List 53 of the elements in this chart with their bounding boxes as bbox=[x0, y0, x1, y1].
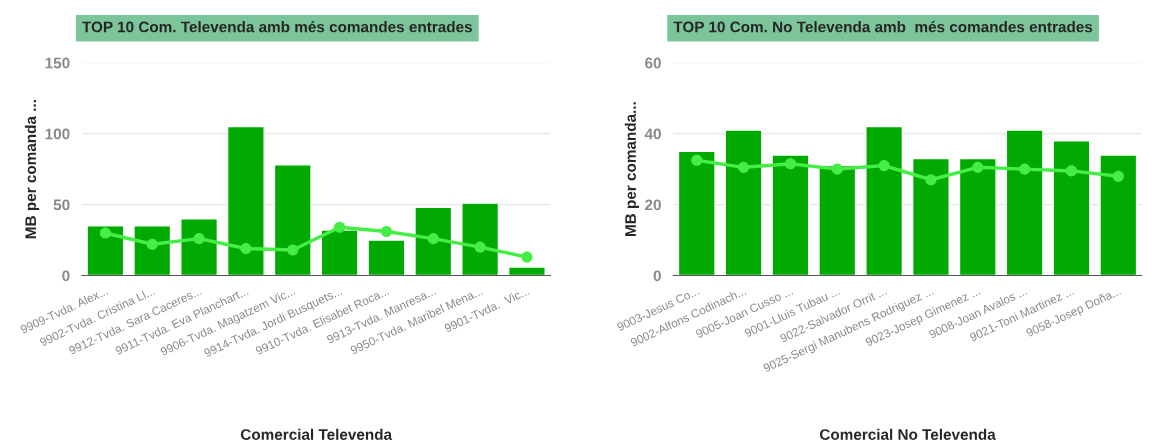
point bbox=[287, 244, 299, 256]
bar bbox=[226, 125, 265, 276]
x-axis-title: Comercial Televenda bbox=[240, 428, 393, 440]
bar bbox=[1005, 129, 1044, 276]
y-tick-label: 60 bbox=[645, 57, 661, 69]
bar bbox=[273, 164, 312, 276]
point bbox=[1019, 163, 1031, 175]
point bbox=[972, 161, 984, 173]
y-axis-title: MB per comanda ... bbox=[24, 100, 40, 239]
point bbox=[146, 238, 158, 250]
bar bbox=[180, 218, 219, 276]
point bbox=[193, 233, 205, 245]
bar bbox=[865, 125, 904, 276]
bar bbox=[677, 150, 716, 276]
x-axis-title: Comercial No Televenda bbox=[819, 428, 996, 440]
y-tick-label: 0 bbox=[62, 270, 70, 282]
point bbox=[521, 251, 533, 263]
point bbox=[691, 154, 703, 166]
point bbox=[474, 241, 486, 253]
bar bbox=[414, 206, 453, 276]
bar bbox=[1052, 140, 1091, 276]
bar bbox=[367, 239, 406, 276]
point bbox=[831, 163, 843, 175]
point bbox=[925, 174, 937, 186]
point bbox=[1065, 165, 1078, 177]
bar bbox=[86, 225, 125, 276]
bar bbox=[320, 229, 359, 276]
bar bbox=[507, 266, 546, 276]
bar bbox=[461, 202, 500, 276]
point bbox=[738, 161, 750, 173]
point bbox=[1112, 170, 1124, 182]
bar bbox=[911, 157, 950, 276]
y-tick-label: 40 bbox=[644, 128, 661, 140]
y-tick-label: 150 bbox=[45, 57, 70, 69]
bar bbox=[771, 154, 810, 276]
y-tick-label: 20 bbox=[645, 199, 661, 211]
bar bbox=[724, 129, 763, 276]
point bbox=[240, 243, 252, 255]
bar bbox=[1099, 154, 1138, 276]
y-axis-title: MB per comanda... bbox=[624, 102, 639, 237]
y-tick-label: 50 bbox=[53, 199, 70, 211]
point bbox=[784, 158, 796, 170]
point bbox=[380, 225, 392, 238]
point bbox=[334, 221, 346, 233]
point bbox=[427, 233, 439, 245]
y-tick-label: 100 bbox=[45, 128, 70, 140]
y-tick-label: 0 bbox=[653, 270, 661, 282]
bar bbox=[818, 164, 857, 276]
point bbox=[99, 227, 111, 239]
bar bbox=[958, 157, 997, 276]
chart-title: TOP 10 Com. Televenda amb més comandes entrades bbox=[82, 20, 472, 33]
point bbox=[878, 160, 890, 172]
chart-title: TOP 10 Com. No Televenda amb més comandes entrades bbox=[673, 20, 1093, 33]
